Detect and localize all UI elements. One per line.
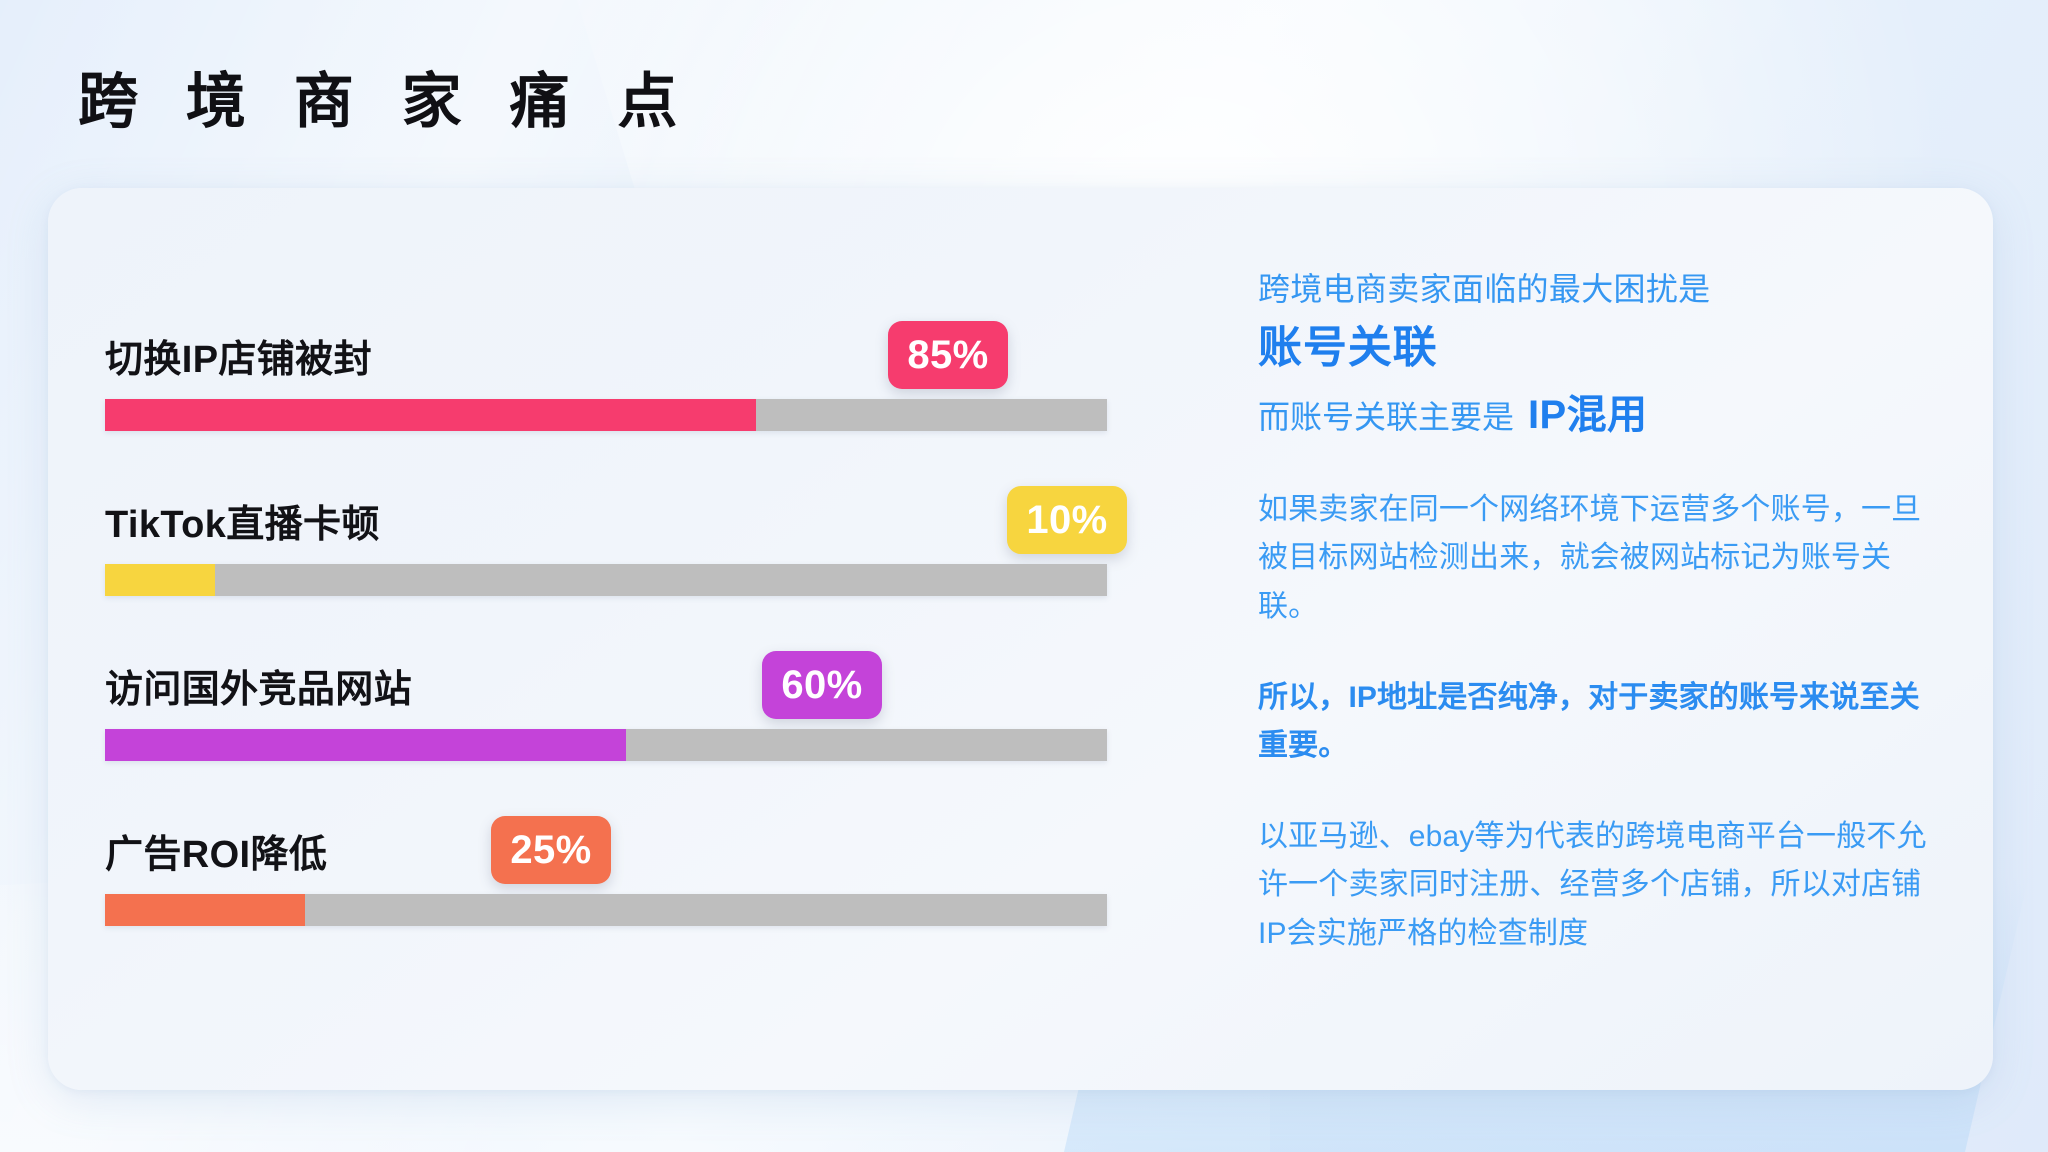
bar-fill	[105, 564, 216, 596]
info-subline-prefix: 而账号关联主要是	[1258, 398, 1515, 435]
chart-row: TikTok直播卡顿 10%	[105, 450, 1188, 615]
bar-value-badge: 10%	[1007, 486, 1127, 554]
bar-track	[105, 894, 1107, 926]
bar-track	[105, 399, 1107, 431]
info-subline-emphasis: IP混用	[1528, 392, 1648, 437]
bar-track	[105, 564, 1107, 596]
chart-row: 广告ROI降低 25%	[105, 780, 1188, 945]
pain-point-bar-chart: 切换IP店铺被封 85% TikTok直播卡顿 10% 访问国外竞品网站 60%	[48, 188, 1188, 1090]
chart-row: 访问国外竞品网站 60%	[105, 615, 1188, 780]
bar-value-badge: 25%	[491, 816, 611, 884]
page-title: 跨 境 商 家 痛 点	[78, 68, 693, 135]
bar-fill	[105, 729, 627, 761]
info-panel: 跨境电商卖家面临的最大困扰是 账号关联 而账号关联主要是 IP混用 如果卖家在同…	[1188, 188, 1993, 1090]
info-paragraph-3: 以亚马逊、ebay等为代表的跨境电商平台一般不允许一个卖家同时注册、经营多个店铺…	[1258, 819, 1927, 950]
bar-fill	[105, 399, 757, 431]
chart-row-header: TikTok直播卡顿 10%	[105, 450, 1188, 554]
info-paragraph-2: 所以，IP地址是否纯净，对于卖家的账号来说至关重要。	[1258, 680, 1920, 763]
chart-row-header: 切换IP店铺被封 85%	[105, 285, 1188, 389]
chart-row-header: 广告ROI降低 25%	[105, 780, 1188, 884]
info-subline: 而账号关联主要是 IP混用	[1258, 386, 1929, 444]
bar-value-badge: 60%	[762, 651, 882, 719]
info-headline: 账号关联	[1258, 323, 1438, 373]
bar-value-badge: 85%	[888, 321, 1008, 389]
content-card: 切换IP店铺被封 85% TikTok直播卡顿 10% 访问国外竞品网站 60%	[48, 188, 1993, 1090]
chart-row: 切换IP店铺被封 85%	[105, 285, 1188, 450]
bar-category-label: TikTok直播卡顿	[105, 504, 380, 546]
info-lead-text: 跨境电商卖家面临的最大困扰是	[1258, 271, 1711, 307]
info-paragraph-1: 如果卖家在同一个网络环境下运营多个账号，一旦被目标网站检测出来，就会被网站标记为…	[1258, 492, 1922, 623]
bar-track	[105, 729, 1107, 761]
bar-category-label: 广告ROI降低	[105, 834, 328, 876]
bar-category-label: 访问国外竞品网站	[105, 669, 413, 711]
bar-category-label: 切换IP店铺被封	[105, 339, 372, 381]
bar-fill	[105, 894, 306, 926]
chart-row-header: 访问国外竞品网站 60%	[105, 615, 1188, 719]
